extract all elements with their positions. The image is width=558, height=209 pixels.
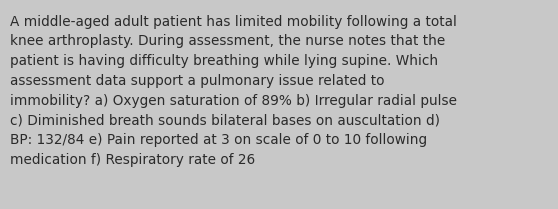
Text: A middle-aged adult patient has limited mobility following a total
knee arthropl: A middle-aged adult patient has limited …: [10, 15, 457, 167]
